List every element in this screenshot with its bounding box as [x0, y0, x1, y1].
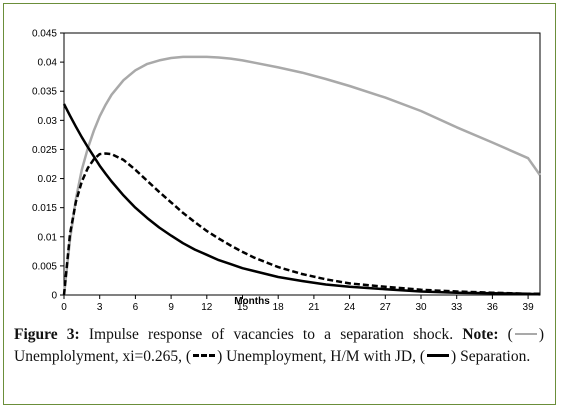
x-tick-label: 39 [523, 302, 535, 313]
x-axis-label: Months [234, 296, 270, 307]
x-tick-label: 33 [451, 302, 463, 313]
x-tick-label: 3 [97, 302, 103, 313]
x-tick-label: 9 [168, 302, 174, 313]
figure-label: Figure 3: [14, 326, 80, 343]
legend-swatch-gray-line [514, 332, 537, 335]
x-tick-label: 21 [308, 302, 320, 313]
x-tick-label: 27 [380, 302, 392, 313]
x-tick-label: 6 [133, 302, 139, 313]
plot-area-border [63, 32, 541, 296]
series-unemployment-hm-jd-line [62, 152, 540, 296]
y-tick-label: 0.005 [32, 261, 57, 272]
x-tick-label: 18 [273, 302, 285, 313]
legend-text-2: ) Unemployment, H/M with JD, ( [217, 348, 426, 365]
x-tick-label: 12 [201, 302, 213, 313]
y-tick-label: 0.035 [32, 87, 57, 98]
caption-text: Impulse response of vacancies to a separ… [79, 326, 454, 343]
x-tick-label: 15 [237, 302, 249, 313]
y-axis-ticks: 0 0.005 0.01 0.015 0.02 0.025 0.03 0.035 0.04 0.0… [32, 29, 64, 302]
y-tick-label: 0.03 [38, 116, 58, 127]
y-tick-label: 0.01 [38, 232, 58, 243]
figure-frame: 0 0.005 0.01 0.015 0.02 0.025 0.03 0.035 0.04 0.0… [3, 3, 556, 405]
x-tick-label: 30 [415, 302, 427, 313]
legend-swatch-dashed-line [193, 354, 216, 358]
x-axis-ticks: 0 3 6 9 12 15 18 21 24 27 30 33 36 39 [61, 295, 534, 313]
y-tick-label: 0.015 [32, 203, 57, 214]
x-tick-label: 24 [344, 302, 356, 313]
paren-open: ( [507, 326, 513, 343]
figure-caption: Figure 3: Impulse response of vacancies … [14, 324, 544, 368]
note-label: Note: [462, 326, 499, 343]
x-tick-label: 0 [61, 302, 67, 313]
line-chart: 0 0.005 0.01 0.015 0.02 0.025 0.03 0.035 0.04 0.0… [32, 29, 542, 313]
y-tick-label: 0 [51, 291, 57, 302]
legend-swatch-solid-line [427, 354, 450, 358]
series-separation-line [62, 103, 541, 296]
y-tick-label: 0.04 [38, 58, 58, 69]
legend-text-3: ) Separation. [451, 348, 531, 365]
series-layer [62, 55, 542, 296]
x-tick-label: 36 [487, 302, 499, 313]
legend-text-1: ) Unemplolyment, xi=0.265, ( [14, 326, 545, 365]
series-unemployment-xi-line [62, 55, 542, 296]
y-tick-label: 0.02 [38, 174, 58, 185]
y-tick-label: 0.025 [32, 145, 57, 156]
y-tick-label: 0.045 [32, 29, 57, 40]
